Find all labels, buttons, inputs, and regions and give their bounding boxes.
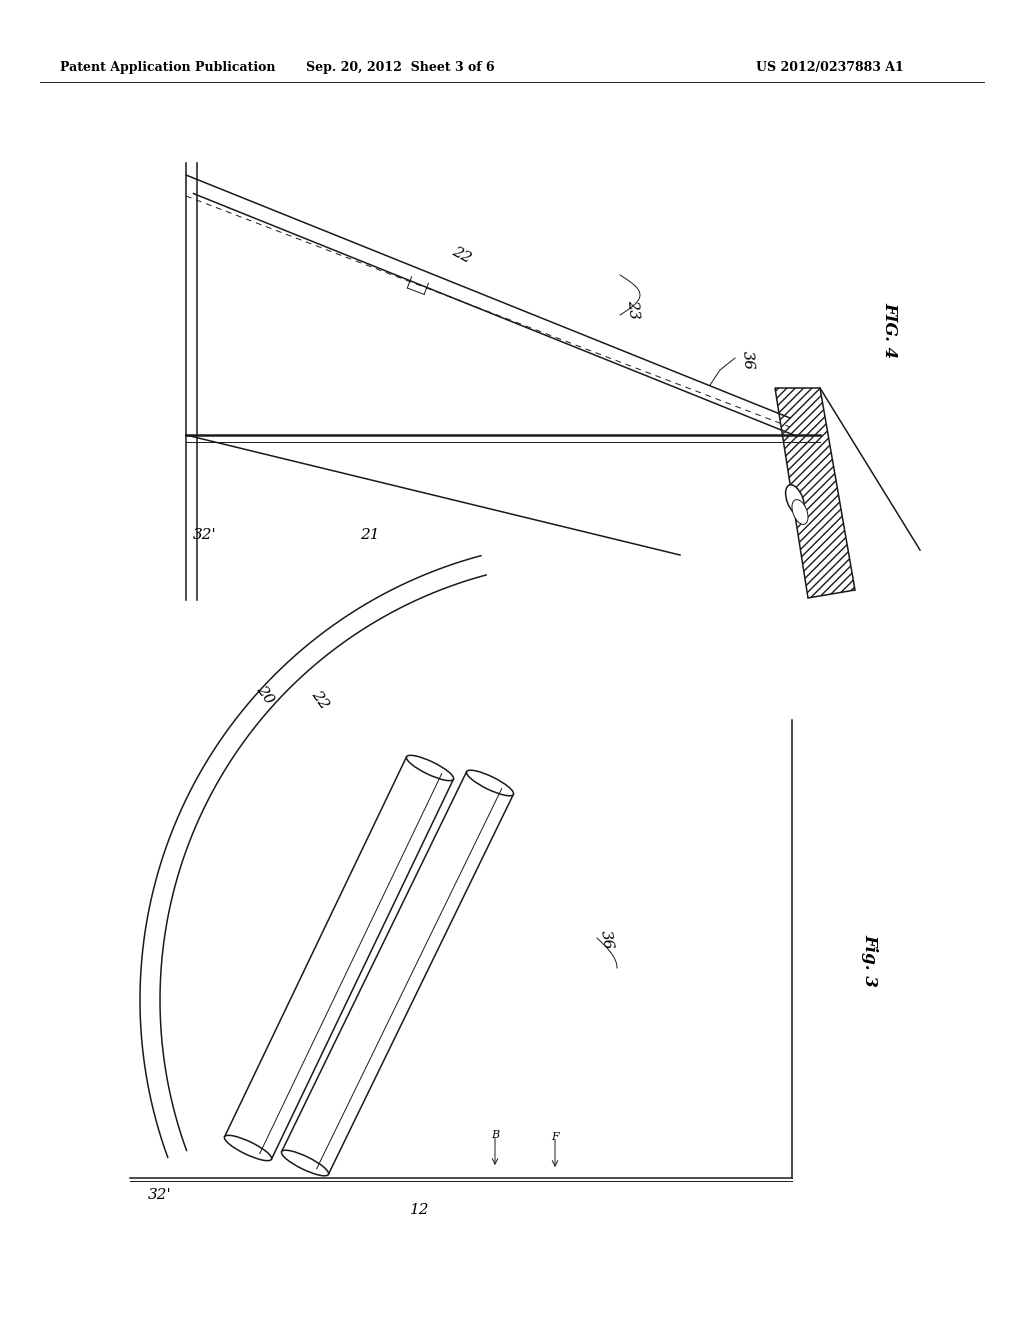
Text: 36: 36 [740, 350, 756, 371]
Text: 22: 22 [308, 688, 332, 711]
Text: FIG. 4: FIG. 4 [882, 302, 898, 358]
Text: Sep. 20, 2012  Sheet 3 of 6: Sep. 20, 2012 Sheet 3 of 6 [306, 62, 495, 74]
Ellipse shape [467, 770, 514, 796]
Text: Fig. 3: Fig. 3 [861, 933, 879, 986]
Polygon shape [775, 388, 855, 598]
Text: 12: 12 [411, 1203, 430, 1217]
Ellipse shape [407, 755, 454, 780]
Text: US 2012/0237883 A1: US 2012/0237883 A1 [756, 62, 904, 74]
Text: 21: 21 [360, 528, 380, 543]
Text: 36: 36 [598, 929, 615, 950]
Ellipse shape [224, 1135, 271, 1160]
Text: B: B [490, 1130, 499, 1140]
Text: Patent Application Publication: Patent Application Publication [60, 62, 275, 74]
Ellipse shape [792, 499, 808, 524]
Text: 32': 32' [148, 1188, 172, 1203]
Text: F: F [551, 1133, 559, 1142]
Text: 22: 22 [450, 244, 474, 265]
Text: 32': 32' [193, 528, 217, 543]
Ellipse shape [282, 1150, 329, 1176]
Text: 20: 20 [254, 682, 276, 708]
Text: 23: 23 [625, 300, 641, 319]
Ellipse shape [785, 484, 805, 515]
